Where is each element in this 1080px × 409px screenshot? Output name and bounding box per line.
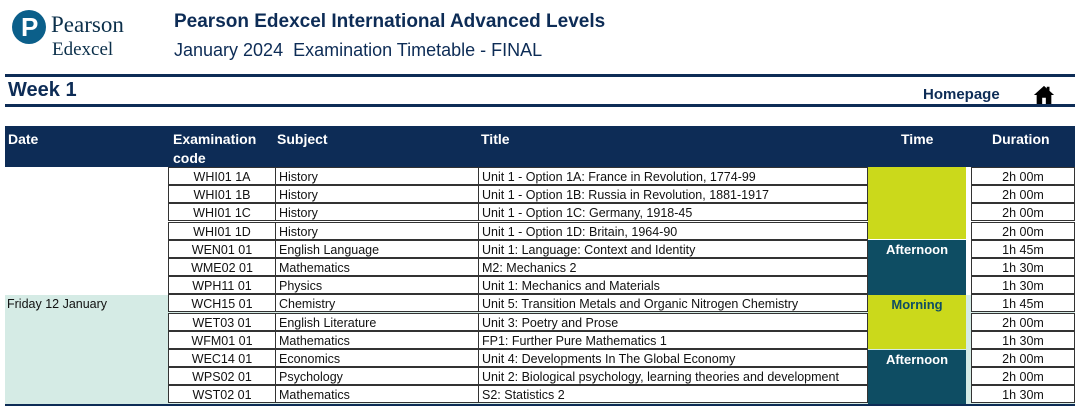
exam-code-cell: WST02 01 (168, 385, 276, 403)
subject-cell: Mathematics (275, 331, 479, 349)
exam-code-cell: WME02 01 (168, 258, 276, 276)
table-row: WME02 01 Mathematics M2: Mechanics 2 1h 30m (5, 258, 1075, 276)
exam-code-cell: WEC14 01 (168, 349, 276, 367)
document-subtitle: January 2024 Examination Timetable - FIN… (174, 40, 543, 60)
title-cell: Unit 2: Biological psychology, learning … (478, 367, 868, 385)
table-header: Date Examination code Subject Title Time… (5, 126, 1075, 167)
duration-cell: 2h 00m (971, 167, 1075, 185)
col-header-subject: Subject (277, 131, 328, 147)
exam-code-cell: WET03 01 (168, 313, 276, 331)
time-block-label: Morning (891, 297, 943, 312)
duration-cell: 2h 00m (971, 222, 1075, 240)
table-row: WCH15 01 Chemistry Unit 5: Transition Meta… (5, 294, 1075, 312)
week-heading: Week 1 (8, 79, 77, 101)
subject-cell: English Literature (275, 313, 479, 331)
pearson-edexcel-logo: P Pearson Edexcel (12, 10, 132, 62)
col-header-title: Title (481, 131, 510, 147)
subject-cell: History (275, 185, 479, 203)
title-cell: M2: Mechanics 2 (478, 258, 868, 276)
exam-code-cell: WPH11 01 (168, 276, 276, 294)
time-block: Afternoon (868, 240, 966, 295)
time-block-label: Afternoon (885, 352, 949, 367)
title-cell: Unit 4: Developments In The Global Econo… (478, 349, 868, 367)
duration-cell: 2h 00m (971, 203, 1075, 221)
exam-code-cell: WFM01 01 (168, 331, 276, 349)
table-row: WFM01 01 Mathematics FP1: Further Pure Mat… (5, 331, 1075, 349)
home-icon[interactable] (1033, 84, 1055, 106)
subject-cell: Psychology (275, 367, 479, 385)
title-cell: Unit 1: Mechanics and Materials (478, 276, 868, 294)
table-row: WET03 01 English Literature Unit 3: Poetry… (5, 313, 1075, 331)
title-cell: S2: Statistics 2 (478, 385, 868, 403)
duration-cell: 1h 30m (971, 276, 1075, 294)
table-row: WHI01 1A History Unit 1 - Option 1A: Franc… (5, 167, 1075, 185)
subject-cell: Mathematics (275, 258, 479, 276)
subject-cell: Economics (275, 349, 479, 367)
logo-letter: P (21, 12, 39, 42)
col-header-time: Time (901, 131, 934, 147)
duration-cell: 2h 00m (971, 313, 1075, 331)
title-cell: Unit 1: Language: Context and Identity (478, 240, 868, 258)
col-header-date: Date (8, 131, 39, 147)
exam-code-cell: WCH15 01 (168, 294, 276, 312)
time-block-label: Afternoon (885, 242, 949, 257)
table-bottom-rule (5, 404, 1075, 406)
time-block: Afternoon (868, 350, 966, 404)
subject-cell: History (275, 203, 479, 221)
subject-cell: Chemistry (275, 294, 479, 312)
duration-cell: 1h 45m (971, 240, 1075, 258)
subject-cell: History (275, 167, 479, 185)
table-row: WEC14 01 Economics Unit 4: Developments In… (5, 349, 1075, 367)
date-group-label-holder: Friday 12 January (5, 295, 166, 404)
duration-cell: 1h 30m (971, 331, 1075, 349)
document-title: Pearson Edexcel International Advanced L… (174, 11, 606, 32)
exam-code-cell: WEN01 01 (168, 240, 276, 258)
exam-code-cell: WHI01 1C (168, 203, 276, 221)
table-row: WPS02 01 Psychology Unit 2: Biological psy… (5, 367, 1075, 385)
logo-pearson-text: Pearson (51, 12, 124, 37)
table-row: WPH11 01 Physics Unit 1: Mechanics and Mat… (5, 276, 1075, 294)
table-row: WHI01 1C History Unit 1 - Option 1C: Germa… (5, 203, 1075, 221)
homepage-link[interactable]: Homepage (923, 86, 1000, 103)
table-row: WHI01 1D History Unit 1 - Option 1D: Brita… (5, 222, 1075, 240)
time-block: Morning (868, 295, 966, 349)
header-divider (5, 74, 1075, 77)
table-row: WST02 01 Mathematics S2: Statistics 2 1h 30… (5, 385, 1075, 403)
exam-code-cell: WPS02 01 (168, 367, 276, 385)
col-header-code: Examination code (173, 130, 256, 168)
col-header-duration: Duration (992, 131, 1050, 147)
col-header-code-line1: Examination (173, 131, 257, 147)
subject-cell: History (275, 222, 479, 240)
title-cell: Unit 1 - Option 1D: Britain, 1964-90 (478, 222, 868, 240)
duration-cell: 1h 45m (971, 294, 1075, 312)
table-row: WEN01 01 English Language Unit 1: Language… (5, 240, 1075, 258)
duration-cell: 2h 00m (971, 349, 1075, 367)
subject-cell: Physics (275, 276, 479, 294)
duration-cell: 1h 30m (971, 385, 1075, 403)
title-cell: FP1: Further Pure Mathematics 1 (478, 331, 868, 349)
duration-cell: 2h 00m (971, 185, 1075, 203)
title-cell: Unit 5: Transition Metals and Organic Ni… (478, 294, 868, 312)
date-label-friday: Friday 12 January (7, 297, 108, 311)
duration-cell: 2h 00m (971, 367, 1075, 385)
week-divider (5, 104, 1075, 107)
title-cell: Unit 1 - Option 1C: Germany, 1918-45 (478, 203, 868, 221)
table-row: WHI01 1B History Unit 1 - Option 1B: Russi… (5, 185, 1075, 203)
time-block (868, 167, 966, 239)
title-cell: Unit 3: Poetry and Prose (478, 313, 868, 331)
exam-code-cell: WHI01 1B (168, 185, 276, 203)
subject-cell: Mathematics (275, 385, 479, 403)
title-cell: Unit 1 - Option 1A: France in Revolution… (478, 167, 868, 185)
exam-code-cell: WHI01 1A (168, 167, 276, 185)
pearson-p-icon: P (12, 10, 46, 44)
col-header-code-line2: code (173, 150, 206, 166)
subject-cell: English Language (275, 240, 479, 258)
logo-edexcel-text: Edexcel (52, 39, 114, 60)
exam-code-cell: WHI01 1D (168, 222, 276, 240)
duration-cell: 1h 30m (971, 258, 1075, 276)
title-cell: Unit 1 - Option 1B: Russia in Revolution… (478, 185, 868, 203)
